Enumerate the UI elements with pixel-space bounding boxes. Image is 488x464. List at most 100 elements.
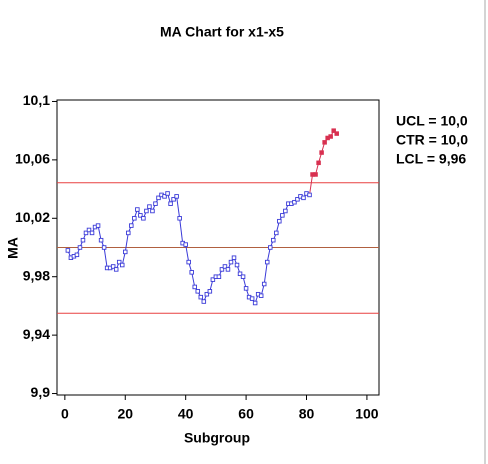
point — [135, 207, 140, 212]
point — [231, 255, 237, 260]
point — [195, 289, 201, 294]
point — [156, 195, 161, 201]
y-tick-label: 10,02 — [15, 209, 50, 225]
series-segment — [176, 196, 181, 219]
series-segment — [97, 225, 102, 241]
x-tick-label: 40 — [178, 406, 194, 422]
point — [313, 172, 318, 177]
point — [83, 230, 89, 236]
point — [228, 259, 234, 265]
point — [123, 249, 128, 255]
point — [307, 192, 312, 198]
point — [222, 264, 228, 269]
series-segment — [185, 244, 190, 263]
point — [147, 204, 152, 209]
point — [264, 259, 270, 265]
series-segment — [263, 262, 268, 285]
point — [280, 213, 285, 218]
series-segment — [103, 247, 108, 269]
chart-title: MA Chart for x1-x5 — [160, 24, 284, 40]
point — [98, 237, 104, 243]
point — [138, 213, 143, 218]
point — [249, 296, 255, 301]
point — [129, 223, 134, 228]
control-limit-label: UCL = 10,0 — [396, 113, 468, 129]
point — [183, 242, 188, 247]
point — [101, 245, 107, 250]
point — [237, 271, 243, 277]
point — [216, 274, 222, 279]
point — [86, 227, 92, 233]
point — [295, 197, 300, 202]
point — [252, 300, 258, 306]
control-limit-label: LCL = 9,96 — [396, 151, 466, 167]
x-tick-label: 80 — [299, 406, 315, 422]
point — [153, 201, 158, 206]
point — [174, 194, 179, 199]
point — [271, 237, 276, 243]
x-tick-label: 100 — [355, 406, 379, 422]
y-tick-label: 9,98 — [23, 267, 50, 283]
y-tick-label: 9,94 — [23, 326, 50, 342]
point — [225, 267, 231, 272]
point — [207, 289, 213, 294]
series-segment — [191, 272, 196, 288]
point — [201, 299, 207, 304]
x-tick-label: 20 — [117, 406, 133, 422]
point — [319, 150, 324, 155]
x-axis-label: Subgroup — [184, 430, 250, 446]
point — [141, 216, 146, 221]
point — [116, 259, 122, 265]
point — [77, 245, 83, 250]
control-limit-label: CTR = 10,0 — [396, 132, 468, 148]
point — [283, 208, 288, 214]
point — [189, 270, 194, 275]
point — [80, 237, 86, 243]
series-segment — [266, 247, 271, 263]
point — [219, 267, 225, 272]
point — [95, 223, 101, 228]
point — [113, 267, 119, 272]
point — [328, 134, 333, 139]
point — [144, 208, 149, 214]
point — [292, 199, 297, 205]
point — [119, 262, 125, 268]
point — [165, 191, 170, 196]
point — [65, 248, 71, 253]
point — [234, 262, 240, 268]
series-segment — [309, 174, 314, 195]
y-tick-label: 9,9 — [31, 384, 51, 400]
point — [261, 281, 267, 287]
point — [74, 252, 80, 258]
point — [301, 195, 306, 201]
point — [204, 291, 210, 297]
point — [268, 245, 273, 250]
point — [316, 160, 321, 166]
point — [210, 277, 216, 282]
x-tick-label: 60 — [238, 406, 254, 422]
point — [110, 264, 116, 269]
point — [334, 131, 339, 136]
point — [274, 230, 279, 236]
point — [168, 201, 173, 206]
point — [177, 216, 182, 221]
point — [277, 218, 282, 224]
point — [171, 197, 176, 202]
point — [192, 284, 197, 290]
point — [331, 128, 336, 133]
point — [243, 286, 249, 291]
series-segment — [179, 218, 184, 244]
y-axis-label: MA — [5, 237, 21, 259]
x-tick-label: 0 — [61, 406, 69, 422]
point — [162, 194, 167, 199]
series-segment — [124, 232, 129, 252]
y-tick-label: 10,06 — [15, 151, 50, 167]
point — [240, 274, 246, 279]
point — [186, 259, 191, 265]
point — [198, 294, 204, 300]
y-tick-label: 10,1 — [23, 92, 50, 108]
point — [150, 208, 155, 214]
point — [89, 230, 95, 236]
